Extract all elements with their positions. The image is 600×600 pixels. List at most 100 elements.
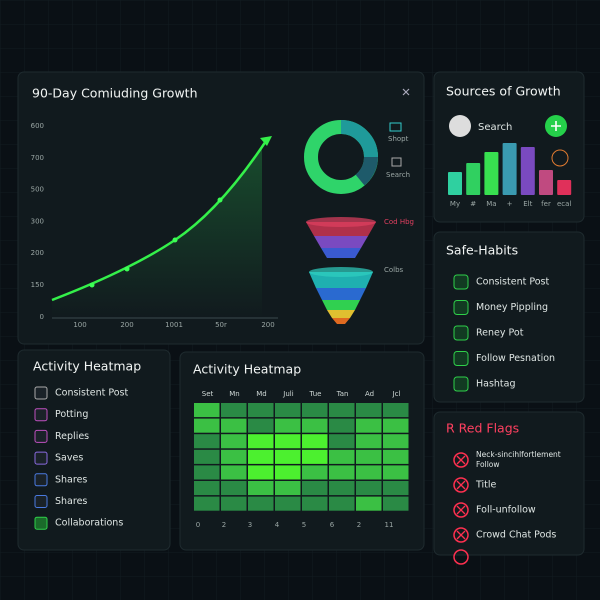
bar [448,172,462,195]
x-label: 1001 [165,321,183,329]
y-label: 300 [31,217,44,225]
safe-habits-panel [433,231,585,403]
heat-cell [221,403,247,418]
flag-icon [453,477,469,493]
bar [520,147,535,195]
activity-icon [34,429,48,443]
column-label: Set [202,390,214,398]
heat-cell [383,481,409,496]
y-label: 700 [31,154,44,162]
x-label: 200 [261,321,274,329]
panel-title: Activity Heatmap [193,362,301,377]
funnel-label: Colbs [384,266,404,274]
red-flags-panel [433,411,585,556]
funnel-label: Cod Hbg [384,218,414,226]
bar-label: ecal [557,200,571,208]
flag-icon [453,527,469,543]
bar [539,170,553,195]
heat-cell [221,481,247,496]
heat-cell [248,449,274,464]
heat-cell [275,418,301,433]
x-label: 0 [196,521,200,529]
heat-cell [302,403,328,418]
x-label: 2 [222,521,226,529]
heat-cell [194,465,220,480]
flag-cross [456,505,466,515]
bar-label: + [507,200,513,208]
heat-cell [356,434,382,449]
search-label[interactable]: Search [478,122,512,133]
bar-label: fer [541,200,551,208]
x-label: 2 [357,521,361,529]
x-label: 4 [275,521,280,529]
habit-icon [453,325,469,341]
activity-item: Collaborations [55,518,123,529]
icon [391,157,402,167]
area [52,145,262,318]
habit-item: Consistent Post [476,277,549,288]
column-label: Md [256,390,266,398]
heat-cell [221,465,247,480]
x-label: 11 [385,521,394,529]
flag-item: Crowd Chat Pods [476,530,556,541]
heat-cell [221,449,247,464]
heat-cell [194,434,220,449]
heat-cell [275,496,301,511]
y-label: 200 [31,249,44,257]
activity-item: Shares [55,474,87,485]
heat-cell [302,465,328,480]
heat-cell [248,434,274,449]
activity-icon [34,495,48,508]
x-label: 200 [120,321,133,329]
y-label: 150 [31,281,44,289]
arrow [260,136,272,146]
habit-icon [453,300,469,315]
bar-label: Ma [486,200,496,208]
flag-item: Foll-unfollow [476,505,536,516]
x-label: 50r [215,321,227,329]
flag-icon [453,502,469,518]
donut-segment [355,156,378,186]
activity-item: Replies [55,431,89,442]
heat-cell [221,496,247,511]
heat-cell [383,449,409,464]
bar [502,143,517,195]
heat-cell [194,403,220,418]
heat-cell [275,449,301,464]
y-label: 600 [31,122,44,130]
donut-segment [340,120,378,158]
heat-cell [275,465,301,480]
bar [557,180,572,195]
bar [484,152,499,195]
activity-icon [34,451,48,465]
activity-icon [34,516,48,530]
heat-cell [248,403,274,418]
heat-cell [383,496,409,511]
heat-cell [329,449,355,464]
close-button[interactable] [402,88,410,96]
heat-cell [383,418,409,433]
heat-cell [194,449,220,464]
panel-title: Activity Heatmap [33,359,141,374]
habit-item: Reney Pot [476,328,524,339]
habit-icon [453,274,469,290]
heat-cell [194,481,220,496]
heat-cell [356,418,382,433]
bar-label: Elt [523,200,532,208]
panel-title: Safe-Habits [446,243,518,258]
heat-cell [248,418,274,433]
heat-cell [329,481,355,496]
heat-cell [194,418,220,433]
flag-cross [456,455,466,465]
activity-item: Shares [55,496,87,507]
x-label: 3 [248,521,252,529]
heat-cell [329,434,355,449]
heat-cell [356,403,382,418]
column-label: Ad [365,390,374,398]
panel-title: 90-Day Comiuding Growth [32,86,198,101]
heat-cell [194,496,220,511]
heat-cell [248,481,274,496]
flag-item: Neck-sincihlfortlement [476,450,561,459]
donut-label: Search [386,171,410,179]
